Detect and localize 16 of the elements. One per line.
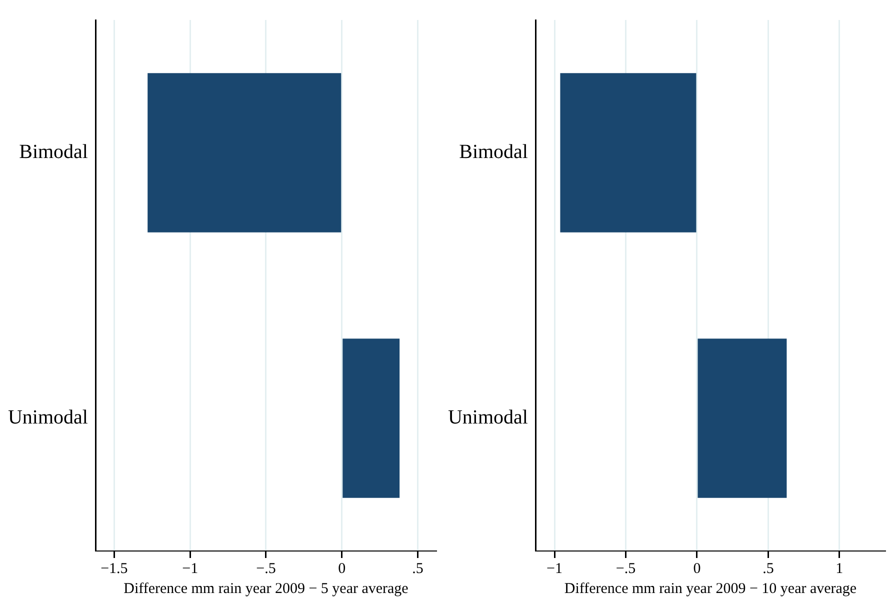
x-axis-title: Difference mm rain year 2009 − 10 year average xyxy=(564,580,857,597)
x-tick-label: −.5 xyxy=(616,560,636,577)
x-tick-label: −1 xyxy=(546,560,562,577)
x-tick-label: .5 xyxy=(412,560,424,577)
x-tick-label: .5 xyxy=(762,560,774,577)
y-tick-label: Unimodal xyxy=(448,406,528,428)
y-tick-label: Bimodal xyxy=(459,141,528,163)
x-axis-title: Difference mm rain year 2009 − 5 year average xyxy=(124,580,409,597)
x-tick-label: −1 xyxy=(182,560,198,577)
x-tick-label: 0 xyxy=(338,560,346,577)
y-tick-label: Unimodal xyxy=(8,406,88,428)
x-tick-label: 1 xyxy=(836,560,844,577)
x-tick-label: −1.5 xyxy=(100,560,128,577)
y-tick-label: Bimodal xyxy=(19,141,88,163)
x-tick-label: 0 xyxy=(693,560,701,577)
x-tick-label: −.5 xyxy=(256,560,276,577)
